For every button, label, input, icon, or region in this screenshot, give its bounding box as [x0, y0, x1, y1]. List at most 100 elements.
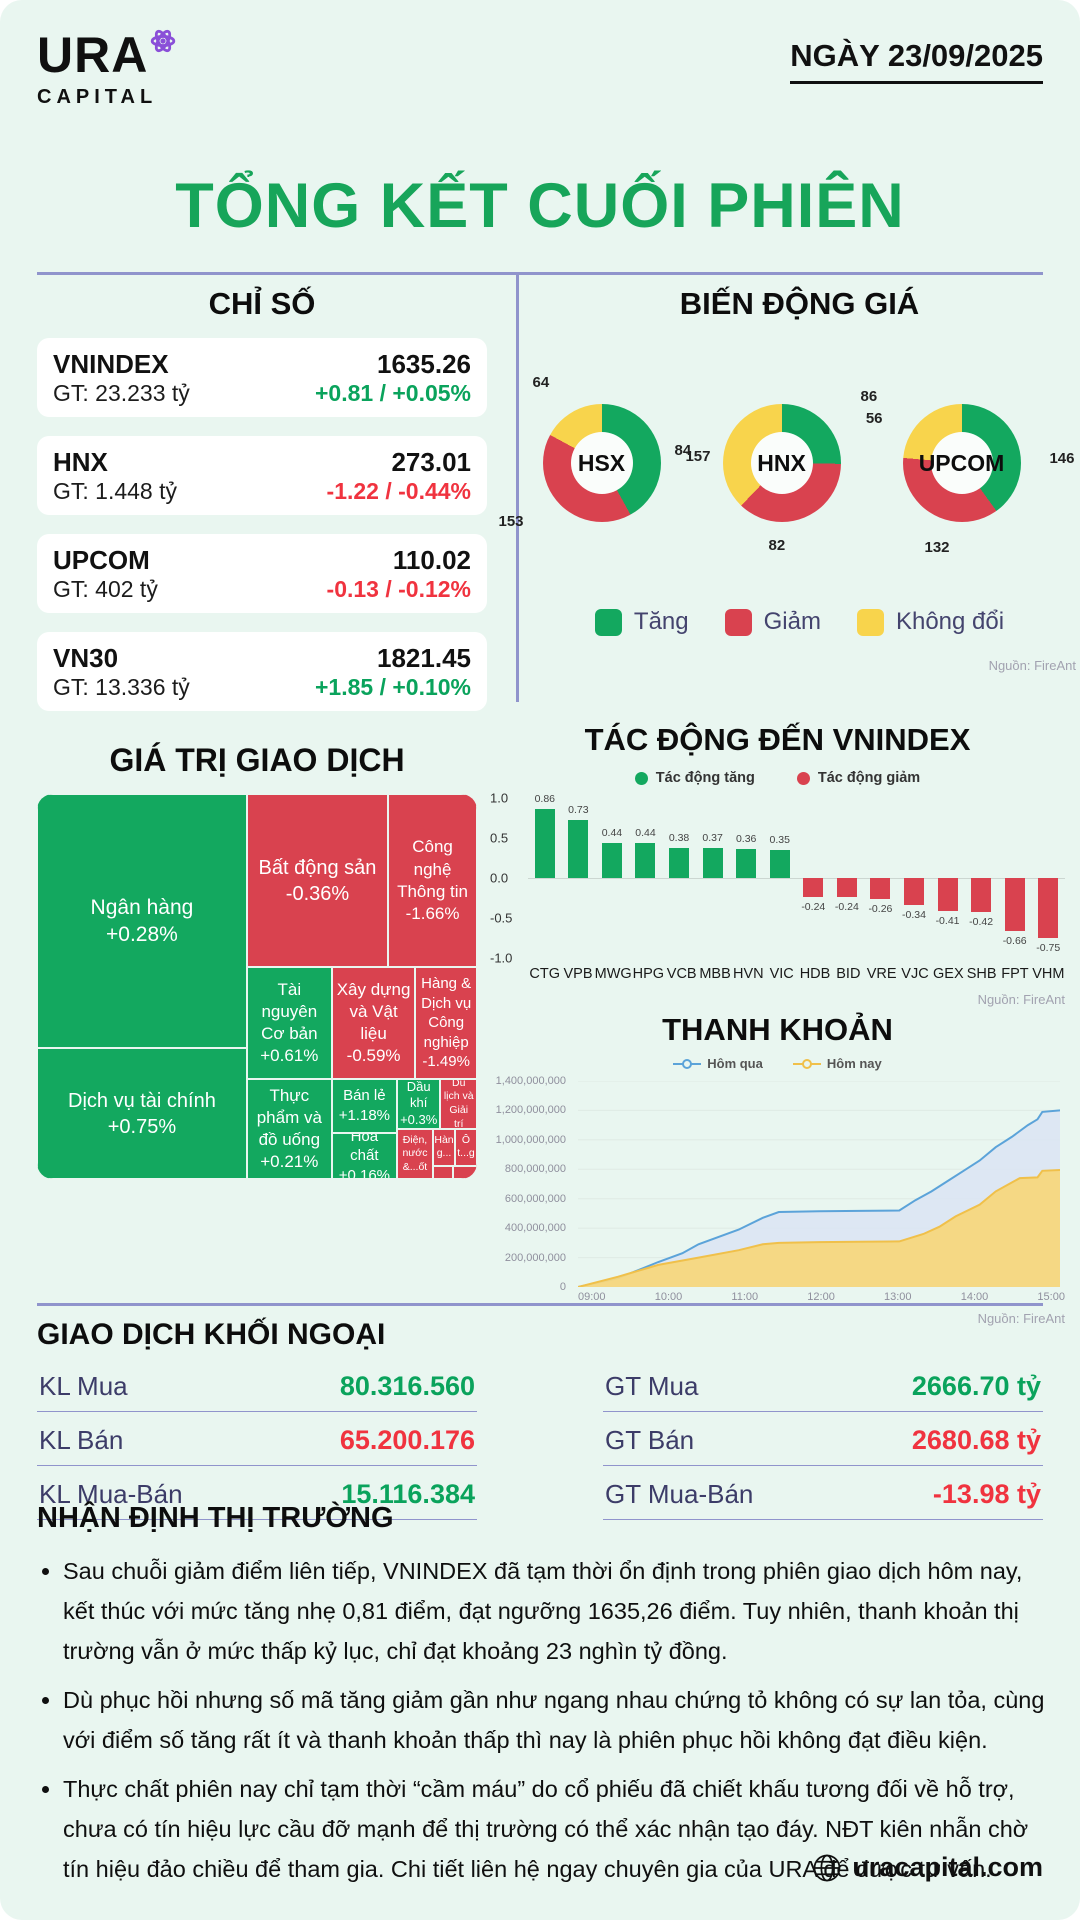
- legend-label: Tác động giảm: [817, 770, 921, 786]
- treemap-cell: [433, 1165, 453, 1179]
- impact-bar-value: -0.26: [868, 902, 893, 915]
- liquidity-panel: THANH KHOẢN Hôm qua Hôm nay 1,400,000,00…: [490, 1012, 1065, 1326]
- impact-ticker-label: HPG: [632, 966, 665, 982]
- donut-value-up: 146: [1049, 450, 1075, 467]
- impact-ticker-label: CTG: [529, 966, 560, 982]
- impact-bar-column: -0.75: [1031, 798, 1065, 958]
- treemap-cell-name: Bán lẻ: [343, 1087, 386, 1105]
- impact-bar-value: -0.34: [902, 909, 926, 922]
- donut-chart-hsx: HSX 157 153 64: [499, 374, 711, 530]
- index-name: VN30: [53, 643, 119, 673]
- liquidity-x-tick: 12:00: [807, 1291, 835, 1303]
- foreign-row: KL Bán 65.200.176: [37, 1412, 477, 1466]
- liquidity-x-tick: 10:00: [654, 1291, 683, 1303]
- impact-bar-chart: 0.86 0.73 0.44 0.44 0.38 0.37 0.36 0.35 -0.24 -0.…: [490, 791, 1065, 966]
- impact-bar-value: -0.75: [1036, 942, 1061, 954]
- impact-x-axis: CTG VPB MWG HPG VCB MBB HVN VIC HDB BID VRE VJC GEX S…: [528, 966, 1065, 982]
- impact-bar: [803, 878, 824, 898]
- treemap-cell-name: Dầu khí: [406, 1078, 431, 1111]
- logo-text: URA: [37, 27, 149, 83]
- donut-chart-upcom: UPCOM 146 132 86: [861, 388, 1075, 556]
- index-change: +1.85 / +0.10%: [314, 674, 471, 700]
- impact-y-tick: -0.5: [490, 910, 513, 926]
- liquidity-svg: [578, 1081, 1060, 1287]
- index-change: -0.13 / -0.12%: [326, 576, 471, 602]
- impact-bar-column: 0.38: [662, 798, 696, 958]
- index-turnover: GT: 13.336 tỷ: [53, 674, 190, 700]
- impact-ticker-label: MWG: [594, 966, 632, 982]
- impact-bar: [601, 842, 622, 878]
- treemap-cell: Hàn g...: [433, 1128, 455, 1166]
- indices-cards: VNINDEX 1635.26 GT: 23.233 tỷ +0.81 / +0.05…: [37, 338, 487, 711]
- legend-label: Hôm qua: [707, 1056, 763, 1071]
- treemap-cell-change: +1.18%: [338, 1106, 390, 1124]
- liquidity-y-axis: 1,400,000,000 1,200,000,000 1,000,000,000 8…: [490, 1075, 572, 1293]
- impact-ticker-label: VCB: [666, 966, 697, 982]
- donut-label: HSX: [570, 432, 633, 494]
- index-change: -1.22 / -0.44%: [326, 478, 471, 504]
- index-value: 110.02: [392, 545, 471, 575]
- impact-ticker-label: VIC: [769, 966, 794, 982]
- indices-title: CHỈ SỐ: [208, 286, 316, 321]
- impact-ticker-label: HVN: [733, 966, 764, 982]
- impact-bar-value: 0.73: [568, 803, 589, 816]
- site-footer: uracapital.com: [812, 1852, 1043, 1883]
- impact-bar: [971, 878, 992, 912]
- treemap-cell-change: +0.28%: [106, 923, 178, 947]
- impact-ticker-label: SHB: [966, 966, 997, 982]
- treemap-cell-change: -0.59%: [346, 1046, 401, 1066]
- impact-bar-column: 0.44: [595, 798, 629, 958]
- divider-horizontal: [37, 1303, 1043, 1306]
- impact-bar-value: -0.24: [834, 901, 859, 914]
- impact-bar: [903, 878, 924, 906]
- impact-bar-value: 0.36: [735, 833, 757, 846]
- assessment-bullet: Sau chuỗi giảm điểm liên tiếp, VNINDEX đ…: [63, 1551, 1049, 1671]
- legend-item-down: Giảm: [724, 608, 821, 636]
- globe-icon: [814, 1854, 841, 1881]
- impact-bar-value: -0.41: [935, 914, 960, 927]
- assessment-bullet: Dù phục hồi nhưng số mã tăng giảm gần nh…: [63, 1680, 1049, 1760]
- impact-y-tick: -1.0: [490, 950, 513, 966]
- impact-title: TÁC ĐỘNG ĐẾN VNINDEX: [584, 722, 971, 757]
- legend-label: Tăng: [633, 608, 689, 635]
- index-card-bottom-row: GT: 1.448 tỷ -1.22 / -0.44%: [53, 478, 471, 505]
- treemap-cell: Thực phẩm và đồ uống +0.21%: [246, 1078, 332, 1179]
- liquidity-y-tick: 1,000,000,000: [495, 1133, 566, 1146]
- logo-subtext: CAPITAL: [37, 86, 158, 108]
- legend-item-up: Tăng: [594, 608, 689, 636]
- impact-bar-value: 0.86: [534, 793, 555, 806]
- impact-ticker-label: HDB: [799, 966, 831, 982]
- treemap-cell: Hóa chất +0.16%: [331, 1132, 397, 1179]
- treemap-cell: Dịch vụ tài chính +0.75%: [37, 1048, 247, 1179]
- impact-bar: [635, 842, 656, 878]
- liquidity-y-tick: 0: [559, 1281, 566, 1293]
- liquidity-x-tick: 15:00: [1037, 1291, 1065, 1303]
- legend-item-flat: Không đổi: [856, 608, 1004, 636]
- foreign-row: GT Mua-Bán -13.98 tỷ: [603, 1466, 1043, 1520]
- donut-charts: HSX 157 153 64 HNX 56 82 84 UPCOM 146 132 86: [499, 374, 1075, 556]
- index-name: VNINDEX: [53, 349, 169, 379]
- treemap-cell: Ô t...g: [455, 1128, 477, 1166]
- liquidity-y-tick: 1,400,000,000: [495, 1075, 566, 1087]
- treemap-cell-name: Hàng & Dịch vụ Công nghiệp: [421, 975, 472, 1051]
- vnindex-impact-panel: TÁC ĐỘNG ĐẾN VNINDEX Tác động tăng Tác đ…: [490, 722, 1065, 1007]
- liquidity-x-tick: 09:00: [578, 1291, 606, 1303]
- index-card-top-row: HNX 273.01: [53, 447, 471, 478]
- site-url: uracapital.com: [852, 1852, 1043, 1882]
- foreign-row-value: 2666.70 tỷ: [911, 1371, 1041, 1401]
- impact-bar-column: -0.26: [864, 798, 898, 958]
- index-card-bottom-row: GT: 13.336 tỷ +1.85 / +0.10%: [53, 674, 471, 701]
- treemap-cell-name: Dịch vụ tài chính: [68, 1089, 216, 1112]
- liquidity-legend: Hôm qua Hôm nay: [490, 1056, 1065, 1071]
- impact-bar: [870, 878, 891, 899]
- index-value: 1821.45: [377, 643, 471, 673]
- impact-bar-column: 0.86: [528, 793, 562, 958]
- index-card: HNX 273.01 GT: 1.448 tỷ -1.22 / -0.44%: [37, 436, 487, 515]
- impact-y-tick: 0.0: [490, 870, 509, 886]
- index-name: UPCOM: [53, 545, 150, 575]
- report-date: NGÀY 23/09/2025: [790, 38, 1043, 84]
- treemap-cell-change: +0.16%: [338, 1166, 390, 1179]
- impact-bar-column: 0.36: [729, 798, 763, 958]
- treemap-cell-name: Công nghệ Thông tin: [397, 837, 468, 901]
- treemap-cell-name: Hóa chất: [350, 1132, 379, 1165]
